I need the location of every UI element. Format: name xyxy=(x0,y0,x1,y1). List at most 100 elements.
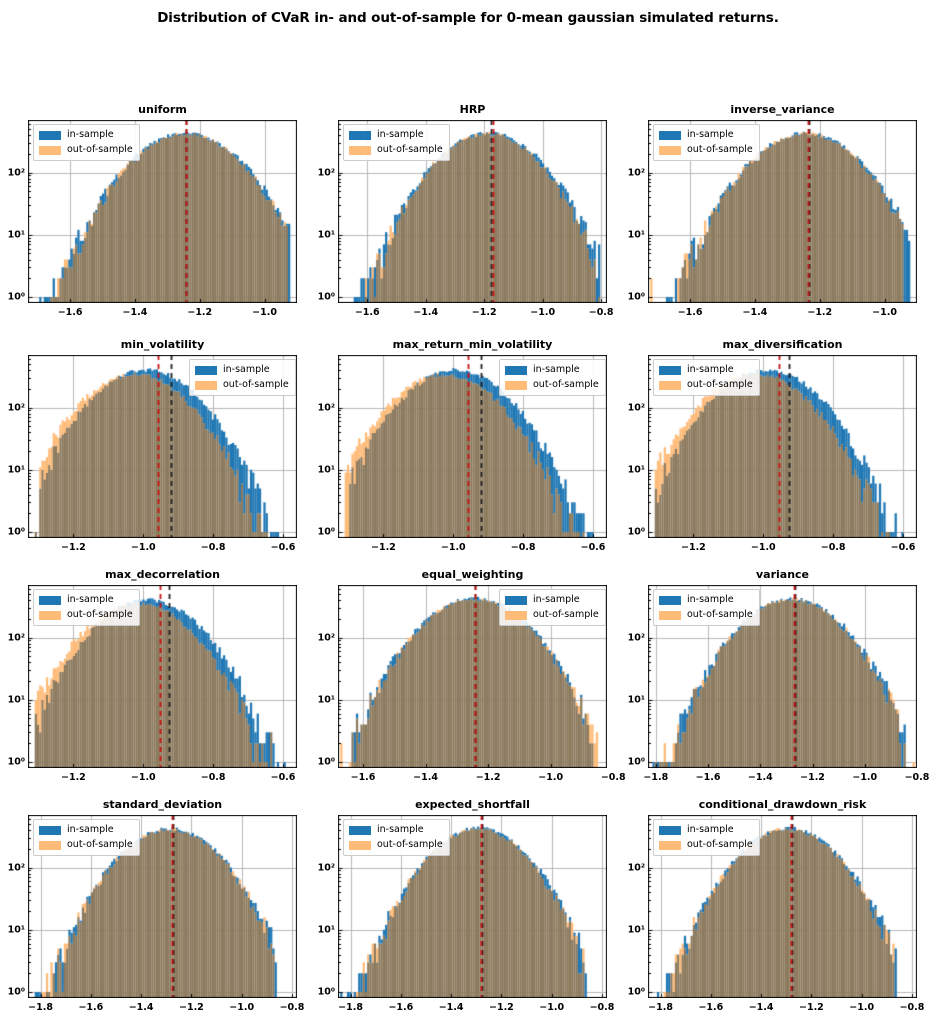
legend[interactable]: in-sample out-of-sample xyxy=(499,589,606,626)
legend-label: out-of-sample xyxy=(533,609,599,620)
x-tick-label: −1.8 xyxy=(643,772,669,783)
legend[interactable]: in-sample out-of-sample xyxy=(653,124,760,161)
x-tick-label: −0.8 xyxy=(600,772,626,783)
legend-out-of-sample[interactable]: out-of-sample xyxy=(195,379,289,391)
legend-label: out-of-sample xyxy=(377,839,443,850)
legend-out-of-sample[interactable]: out-of-sample xyxy=(659,144,753,156)
x-tick-label: −1.8 xyxy=(648,1002,673,1013)
legend[interactable]: in-sample out-of-sample xyxy=(189,359,296,396)
legend-in-sample[interactable]: in-sample xyxy=(659,129,753,141)
legend-swatch-icon xyxy=(195,365,217,375)
y-axis-tick-labels: 10⁰ 10¹ 10² xyxy=(622,815,645,998)
legend-out-of-sample[interactable]: out-of-sample xyxy=(349,144,443,156)
x-axis-tick-labels: −1.6 −1.4 −1.2 −1.0 −0.8 xyxy=(338,307,614,321)
legend[interactable]: in-sample out-of-sample xyxy=(653,819,760,856)
legend-swatch-icon xyxy=(349,130,371,140)
legend-in-sample[interactable]: in-sample xyxy=(659,364,753,376)
y-tick-label: 10⁰ xyxy=(317,986,335,998)
legend-out-of-sample[interactable]: out-of-sample xyxy=(659,609,753,621)
legend[interactable]: in-sample out-of-sample xyxy=(499,359,606,396)
legend-in-sample[interactable]: in-sample xyxy=(505,364,599,376)
x-axis-tick-labels: −1.2 −1.0 −0.8 −0.6 xyxy=(648,542,917,556)
x-tick-label: −1.2 xyxy=(475,772,501,783)
legend[interactable]: in-sample out-of-sample xyxy=(653,589,760,626)
legend-in-sample[interactable]: in-sample xyxy=(659,824,753,836)
x-axis-tick-labels: −1.6 −1.4 −1.2 −1.0 xyxy=(28,307,297,321)
legend[interactable]: in-sample out-of-sample xyxy=(343,124,450,161)
legend-label: in-sample xyxy=(687,594,734,605)
legend-in-sample[interactable]: in-sample xyxy=(659,594,753,606)
legend-out-of-sample[interactable]: out-of-sample xyxy=(505,609,599,621)
x-tick-label: −1.6 xyxy=(354,307,380,318)
legend-label: in-sample xyxy=(67,594,114,605)
x-tick-label: −1.0 xyxy=(538,772,564,783)
x-axis-tick-labels: −1.8 −1.6 −1.4 −1.2 −1.0 −0.8 xyxy=(338,1002,614,1016)
legend[interactable]: in-sample out-of-sample xyxy=(33,589,140,626)
x-axis-tick-labels: −1.6 −1.4 −1.2 −1.0 −0.8 xyxy=(338,772,626,786)
legend-in-sample[interactable]: in-sample xyxy=(39,129,133,141)
legend-in-sample[interactable]: in-sample xyxy=(505,594,599,606)
legend-label: out-of-sample xyxy=(67,839,133,850)
legend-out-of-sample[interactable]: out-of-sample xyxy=(39,609,133,621)
legend-in-sample[interactable]: in-sample xyxy=(349,824,443,836)
legend-swatch-icon xyxy=(505,595,527,605)
x-tick-label: −1.4 xyxy=(128,1002,154,1013)
y-tick-label: 10⁰ xyxy=(7,756,25,768)
y-tick-label: 10² xyxy=(7,167,25,179)
x-tick-label: −1.4 xyxy=(413,307,439,318)
legend[interactable]: in-sample out-of-sample xyxy=(343,819,450,856)
legend-out-of-sample[interactable]: out-of-sample xyxy=(659,379,753,391)
legend-out-of-sample[interactable]: out-of-sample xyxy=(349,839,443,851)
legend-swatch-icon xyxy=(659,610,681,620)
x-axis-tick-labels: −1.2 −1.0 −0.8 −0.6 xyxy=(28,542,297,556)
legend-in-sample[interactable]: in-sample xyxy=(195,364,289,376)
y-axis-tick-labels: 10⁰ 10¹ 10² xyxy=(2,585,25,768)
legend-label: out-of-sample xyxy=(533,379,599,390)
legend-out-of-sample[interactable]: out-of-sample xyxy=(39,144,133,156)
x-tick-label: −1.4 xyxy=(413,772,438,783)
legend-out-of-sample[interactable]: out-of-sample xyxy=(505,379,599,391)
y-tick-label: 10¹ xyxy=(317,694,335,706)
legend-in-sample[interactable]: in-sample xyxy=(39,824,133,836)
x-tick-label: −1.0 xyxy=(440,542,466,553)
y-tick-label: 10¹ xyxy=(627,694,645,706)
legend-swatch-icon xyxy=(39,825,61,835)
x-tick-label: −1.4 xyxy=(748,1002,774,1013)
x-tick-label: −1.0 xyxy=(852,772,878,783)
y-axis-tick-labels: 10⁰ 10¹ 10² xyxy=(622,120,645,303)
legend-label: in-sample xyxy=(687,129,734,140)
legend-label: out-of-sample xyxy=(223,379,289,390)
x-tick-label: −1.0 xyxy=(750,542,776,553)
x-tick-label: −0.8 xyxy=(200,772,226,783)
y-tick-label: 10² xyxy=(317,862,335,874)
x-tick-label: −1.4 xyxy=(122,307,148,318)
legend-in-sample[interactable]: in-sample xyxy=(39,594,133,606)
legend-label: in-sample xyxy=(223,364,270,375)
x-tick-label: −1.0 xyxy=(872,307,897,318)
x-tick-label: −1.4 xyxy=(742,307,768,318)
legend[interactable]: in-sample out-of-sample xyxy=(653,359,760,396)
legend-swatch-icon xyxy=(659,145,681,155)
y-tick-label: 10⁰ xyxy=(627,756,645,768)
legend-label: out-of-sample xyxy=(377,144,443,155)
legend-out-of-sample[interactable]: out-of-sample xyxy=(39,839,133,851)
legend-swatch-icon xyxy=(505,610,527,620)
legend-swatch-icon xyxy=(659,365,681,375)
legend-swatch-icon xyxy=(505,365,527,375)
y-tick-label: 10¹ xyxy=(627,229,645,241)
legend[interactable]: in-sample out-of-sample xyxy=(33,124,140,161)
x-tick-label: −1.2 xyxy=(799,1002,824,1013)
x-tick-label: −1.2 xyxy=(681,542,706,553)
legend-out-of-sample[interactable]: out-of-sample xyxy=(659,839,753,851)
legend-in-sample[interactable]: in-sample xyxy=(349,129,443,141)
x-tick-label: −0.6 xyxy=(580,542,606,553)
x-tick-label: −1.6 xyxy=(695,772,721,783)
x-tick-label: −0.8 xyxy=(588,307,614,318)
legend-label: out-of-sample xyxy=(687,839,753,850)
y-tick-label: 10² xyxy=(7,402,25,414)
y-tick-label: 10⁰ xyxy=(7,526,25,538)
legend-swatch-icon xyxy=(659,825,681,835)
legend[interactable]: in-sample out-of-sample xyxy=(33,819,140,856)
